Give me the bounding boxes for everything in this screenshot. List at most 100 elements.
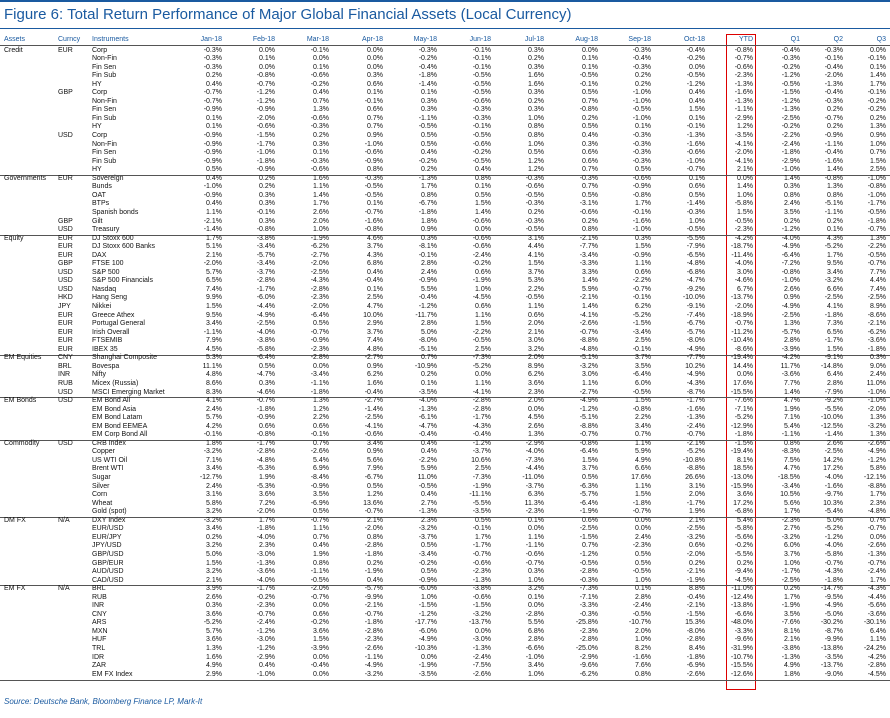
value-cell: -3.5% — [824, 653, 843, 661]
value-cell: -1.9% — [472, 277, 491, 285]
value-cell: -0.3% — [310, 123, 329, 131]
value-cell: 2.1% — [737, 166, 753, 174]
value-cell: 3.1% — [528, 234, 544, 242]
value-cell: -0.3% — [824, 46, 843, 54]
value-cell: -0.6% — [364, 149, 383, 157]
value-cell: -0.7% — [203, 97, 222, 105]
value-cell: 2.0% — [313, 217, 329, 225]
value-cell: -0.9% — [632, 251, 651, 259]
instrument: Sugar — [92, 474, 111, 481]
value-cell: 1.2% — [313, 405, 329, 413]
value-cell: 14.4% — [733, 362, 753, 370]
value-cell: -8.0% — [686, 627, 705, 635]
value-cell: 6.6% — [635, 465, 651, 473]
value-cell: -1.3% — [256, 559, 275, 567]
value-cell: 0.4% — [206, 80, 222, 88]
value-cell: 3.4% — [528, 662, 544, 670]
instrument: EM Bond All — [92, 397, 131, 405]
value-cell: 3.5% — [635, 362, 651, 370]
value-cell: -1.4% — [203, 226, 222, 234]
value-cell: 2.8% — [421, 320, 437, 328]
instrument: GBP/EUR — [92, 559, 124, 567]
value-cell: 0.1% — [635, 585, 651, 593]
value-cell: 1.6% — [367, 379, 383, 387]
value-cell: 0.3% — [421, 97, 437, 105]
value-cell: -2.0% — [310, 303, 329, 310]
value-cell: 1.7% — [870, 576, 886, 584]
value-cell: 1.1% — [313, 525, 329, 533]
value-cell: 4.5% — [206, 345, 222, 353]
value-cell: -8.8% — [867, 482, 886, 490]
value-cell: 0.0% — [367, 46, 383, 54]
value-cell: 1.9% — [313, 550, 329, 558]
instrument: Gilt — [92, 217, 103, 225]
value-cell: 0.7% — [313, 533, 329, 541]
value-cell: 2.6% — [313, 208, 329, 216]
value-cell: -3.2% — [781, 533, 800, 541]
value-cell: 0.0% — [870, 533, 886, 541]
value-cell: -5.2% — [632, 311, 651, 319]
value-cell: -5.2% — [734, 414, 753, 422]
value-cell: 0.6% — [582, 149, 598, 157]
value-cell: 9.9% — [206, 294, 222, 302]
value-cell: -0.3% — [472, 114, 491, 122]
value-cell: -1.7% — [256, 285, 275, 293]
value-cell: -1.7% — [781, 568, 800, 576]
row-rule — [0, 679, 890, 681]
value-cell: -4.3% — [472, 422, 491, 430]
currency: EUR — [58, 311, 73, 319]
instrument: Hang Seng — [92, 294, 128, 302]
value-cell: 0.7% — [870, 149, 886, 157]
value-cell: 0.5% — [582, 474, 598, 481]
value-cell: -0.6% — [525, 550, 544, 558]
value-cell: 0.7% — [870, 516, 886, 524]
value-cell: -3.7% — [472, 448, 491, 456]
value-cell: 11.0% — [417, 474, 437, 481]
value-cell: -4.3% — [686, 379, 705, 387]
value-cell: -11.1% — [469, 491, 491, 499]
value-cell: -3.1% — [579, 200, 598, 208]
value-cell: -0.5% — [686, 226, 705, 234]
value-cell: -2.0% — [824, 72, 843, 80]
value-cell: -9.0% — [824, 670, 843, 678]
value-cell: -2.6% — [579, 320, 598, 328]
value-cell: -5.1% — [579, 354, 598, 362]
value-cell: -3.4% — [781, 482, 800, 490]
value-cell: -1.2% — [256, 645, 275, 652]
value-cell: -6.0% — [418, 627, 437, 635]
value-cell: 0.3% — [421, 106, 437, 114]
value-cell: -2.5% — [781, 311, 800, 319]
value-cell: 1.0% — [635, 576, 651, 584]
value-cell: -5.3% — [256, 482, 275, 490]
instrument: Treasury — [92, 226, 120, 234]
value-cell: 5.9% — [421, 465, 437, 473]
value-cell: -12.6% — [730, 670, 753, 678]
title-rule — [0, 28, 890, 29]
value-cell: -0.5% — [418, 123, 437, 131]
value-cell: -2.8% — [364, 542, 383, 550]
value-cell: 2.4% — [635, 533, 651, 541]
value-cell: -1.3% — [418, 405, 437, 413]
value-cell: -2.4% — [686, 422, 705, 430]
value-cell: -1.2% — [256, 627, 275, 635]
value-cell: -0.3% — [632, 132, 651, 139]
header-cell: Jun-18 — [469, 36, 491, 43]
value-cell: -0.9% — [310, 337, 329, 345]
value-cell: 1.9% — [784, 405, 800, 413]
value-cell: -3.9% — [781, 345, 800, 353]
value-cell: 0.5% — [367, 482, 383, 490]
value-cell: -0.5% — [472, 72, 491, 80]
instrument: Non-Fin — [92, 55, 117, 63]
value-cell: -3.4% — [256, 260, 275, 268]
value-cell: -3.2% — [203, 448, 222, 456]
asset-label: EM Equities — [4, 354, 42, 362]
value-cell: 0.8% — [784, 439, 800, 447]
value-cell: -1.1% — [734, 106, 753, 114]
ytd-highlight — [726, 34, 756, 690]
value-cell: 0.0% — [582, 46, 598, 54]
value-cell: 4.1% — [206, 397, 222, 405]
value-cell: -4.7% — [256, 371, 275, 379]
value-cell: 7.4% — [206, 285, 222, 293]
value-cell: 1.3% — [870, 123, 886, 131]
value-cell: 2.6% — [784, 285, 800, 293]
